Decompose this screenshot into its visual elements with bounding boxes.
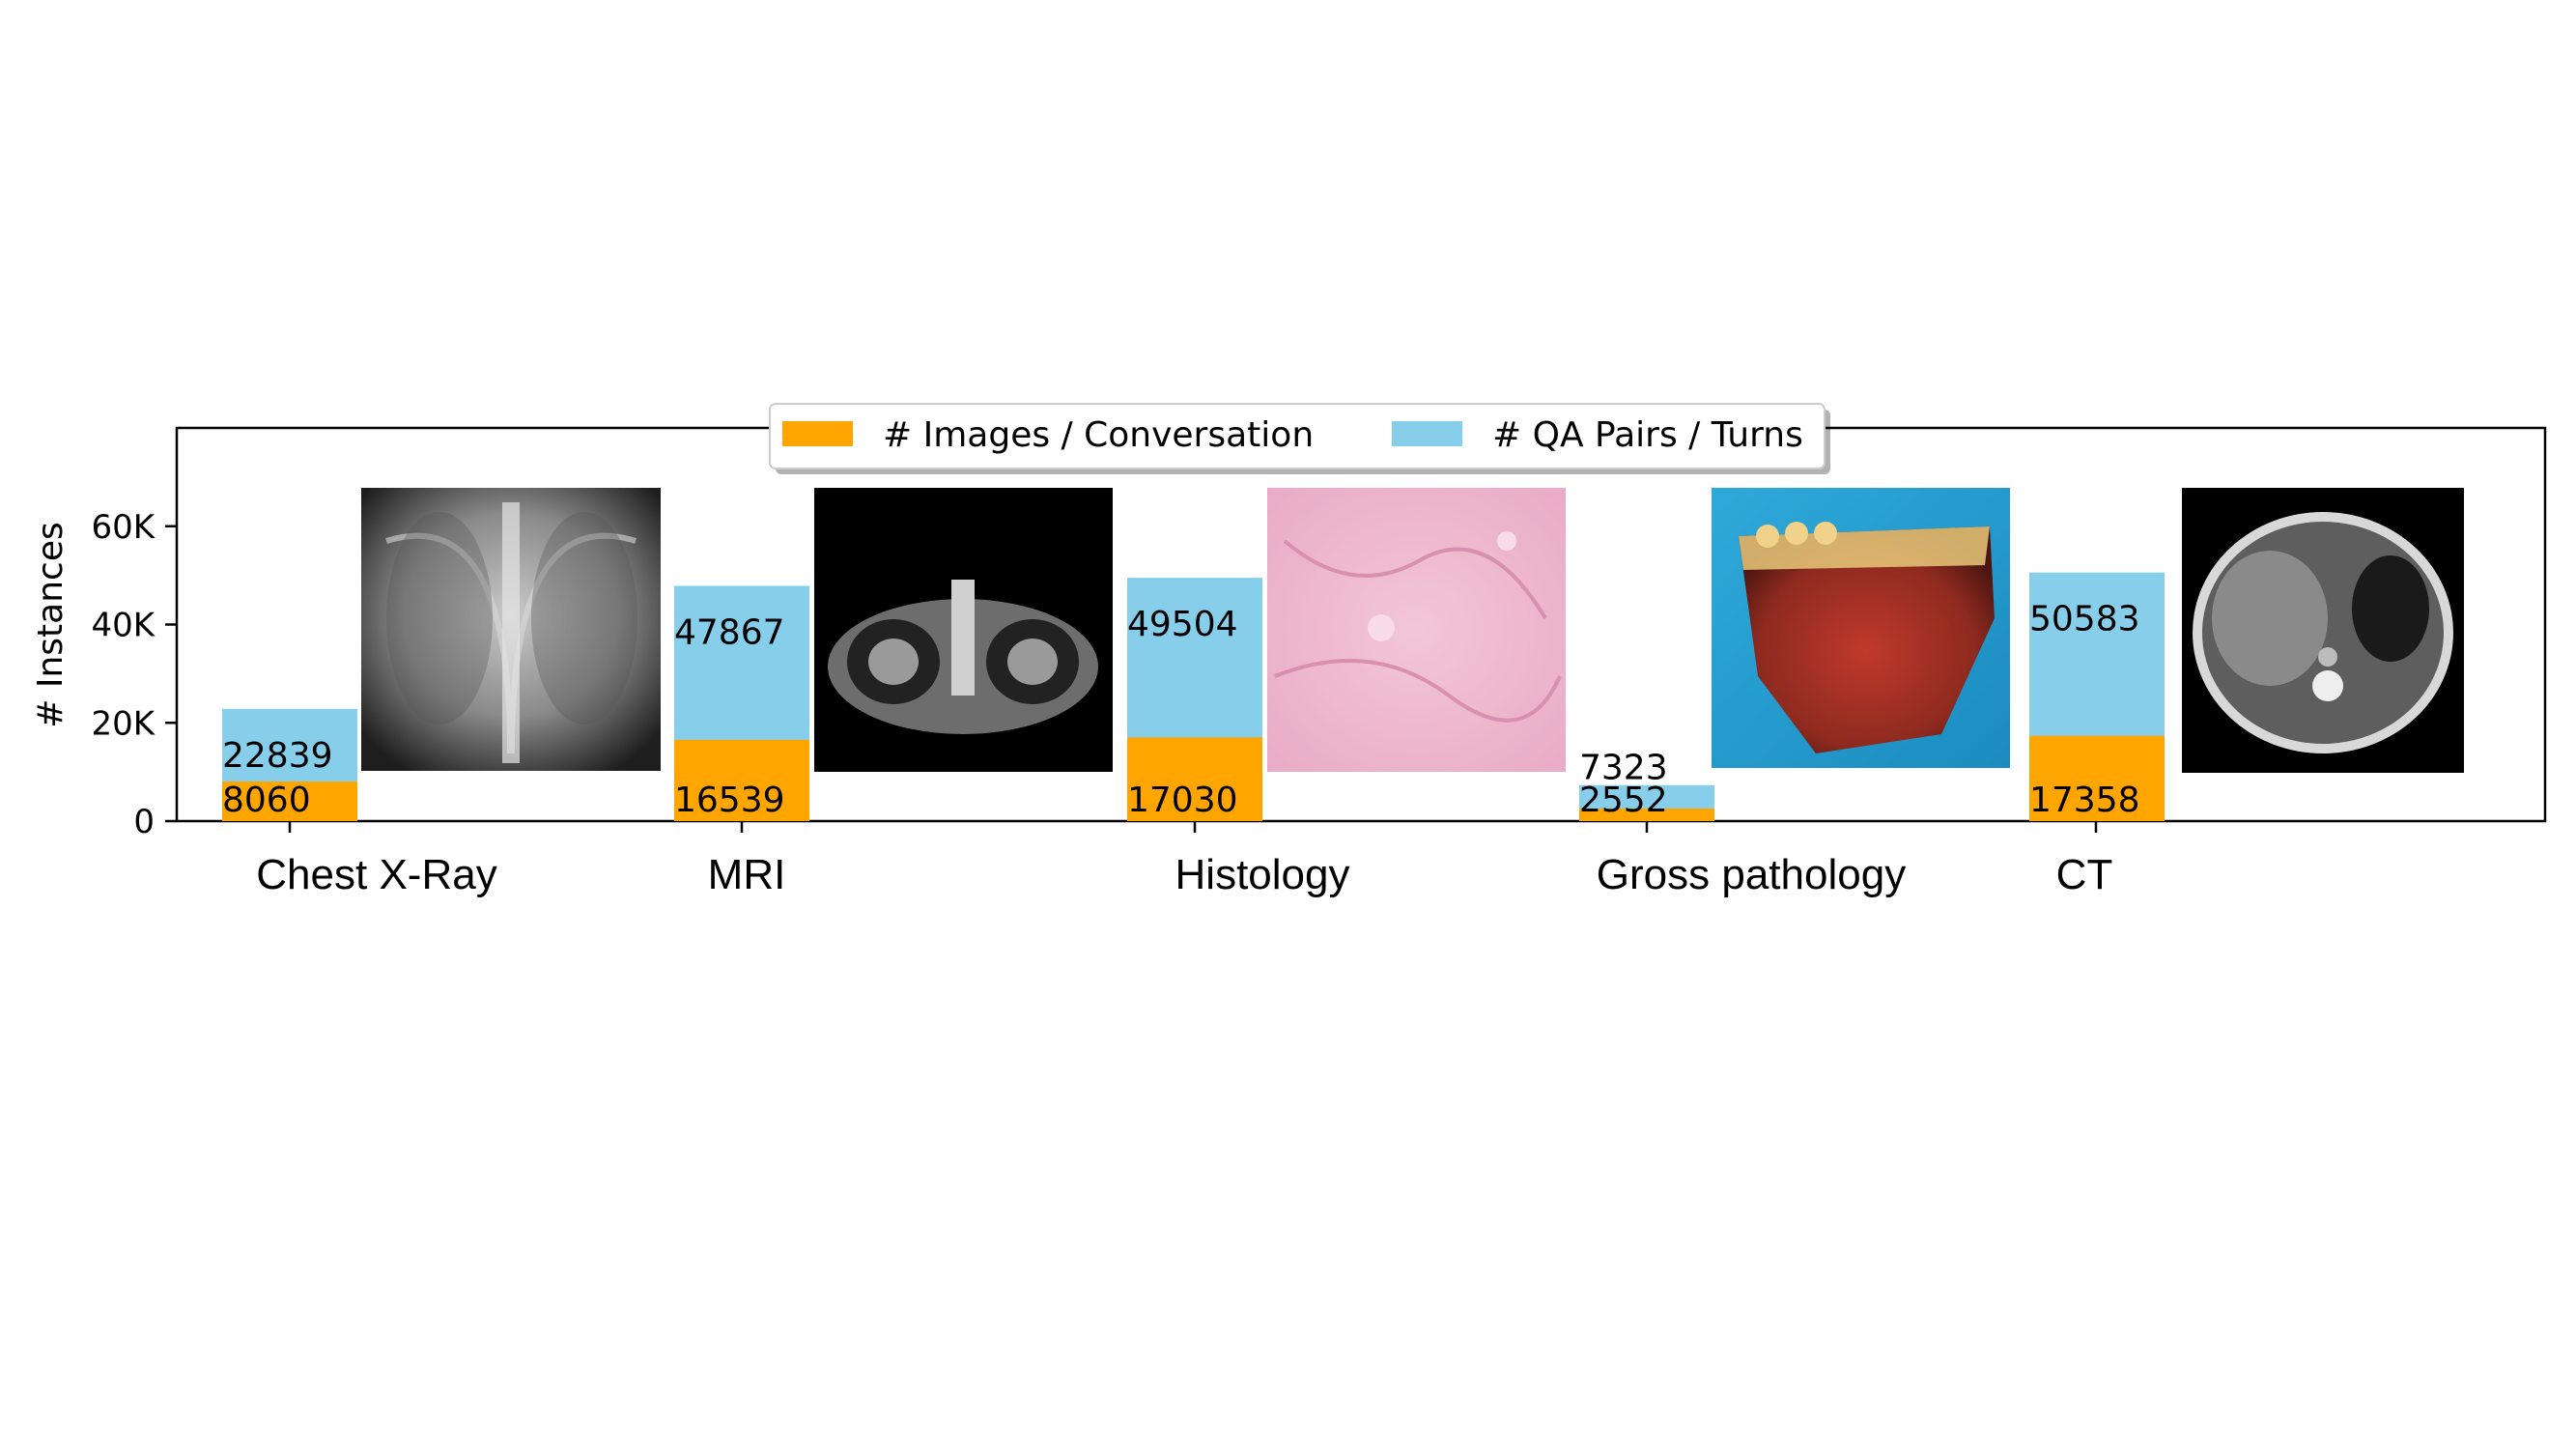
bar-layer: 22839 8060 Chest X-Ray 47867 16539 MRI 49504 17… <box>222 572 2165 898</box>
histology-image <box>1267 488 1566 772</box>
y-tick-label: 20K <box>91 704 156 743</box>
bar-value-label-images: 16539 <box>674 781 785 820</box>
y-tick-label: 60K <box>91 508 156 547</box>
bar-value-label-qa: 47867 <box>674 612 785 652</box>
bar-images <box>1127 737 1262 821</box>
bar-images <box>2029 735 2165 821</box>
category-label: Gross pathology <box>1597 851 1906 898</box>
legend-label-images: # Images / Conversation <box>883 415 1314 455</box>
legend-swatch-images <box>782 421 853 446</box>
ct-image <box>2182 488 2464 773</box>
bar-images <box>222 781 357 821</box>
bar-value-label-qa: 50583 <box>2029 600 2140 639</box>
legend-swatch-qa <box>1392 421 1462 446</box>
bar-value-label-qa: 49504 <box>1127 605 1238 644</box>
legend-label-qa: # QA Pairs / Turns <box>1492 415 1803 455</box>
legend: # Images / Conversation # QA Pairs / Tur… <box>769 403 1830 474</box>
y-axis-title: # Instances <box>31 522 71 728</box>
chest-xray-image <box>361 488 661 771</box>
bar-value-label-images: 17358 <box>2029 781 2140 820</box>
y-tick-label: 0 <box>133 803 155 841</box>
y-tick-label: 40K <box>91 607 156 645</box>
bar-value-label-qa: 7323 <box>1579 749 1668 788</box>
gross-pathology-image <box>1712 488 2010 768</box>
mri-image <box>814 488 1113 772</box>
bar-images <box>1579 809 1714 821</box>
bar-value-label-images: 17030 <box>1127 781 1238 820</box>
bar-value-label-qa: 22839 <box>222 736 333 776</box>
category-label: MRI <box>708 851 786 898</box>
category-label: Chest X-Ray <box>256 851 496 898</box>
bar-value-label-images: 2552 <box>1579 781 1668 820</box>
y-axis-ticks: 0 20K 40K 60K <box>91 508 177 841</box>
bar-value-label-images: 8060 <box>222 781 311 820</box>
category-label: Histology <box>1175 851 1350 898</box>
bar-images <box>674 739 809 821</box>
category-label: CT <box>2056 851 2113 898</box>
